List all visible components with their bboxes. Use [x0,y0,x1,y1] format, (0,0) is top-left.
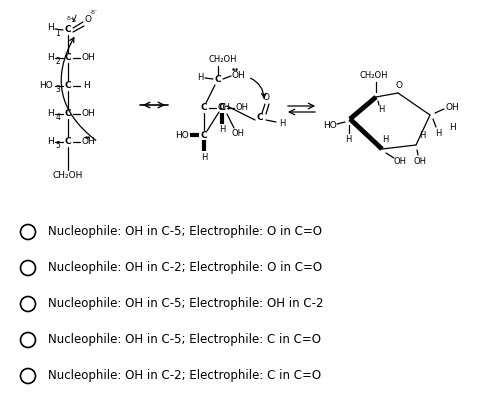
Text: C: C [257,114,264,123]
Text: 5: 5 [56,140,61,149]
Text: OH: OH [445,103,459,112]
Text: 2: 2 [56,57,61,66]
Text: ÖH: ÖH [231,70,245,79]
Text: CH₂OH: CH₂OH [53,171,83,179]
Text: OH: OH [231,129,244,138]
Text: H: H [197,72,203,81]
Text: OH: OH [236,103,248,112]
Text: Nucleophile: OH in C-5; Electrophile: C in C=O: Nucleophile: OH in C-5; Electrophile: C … [48,333,321,346]
Text: C: C [201,103,207,112]
Text: 4: 4 [56,112,61,122]
Text: OH: OH [81,109,95,118]
Text: HO: HO [323,120,337,129]
Text: H: H [279,118,285,127]
Text: 3: 3 [56,85,61,94]
Text: OH: OH [81,138,95,147]
FancyArrowPatch shape [250,78,266,98]
Text: C: C [215,76,222,85]
Text: C: C [201,131,207,140]
Text: H: H [419,131,425,140]
Text: H: H [201,153,207,162]
Text: Nucleophile: OH in C-5; Electrophile: OH in C-2: Nucleophile: OH in C-5; Electrophile: OH… [48,298,324,311]
Text: Nucleophile: OH in C-2; Electrophile: C in C=O: Nucleophile: OH in C-2; Electrophile: C … [48,370,321,383]
Text: HO: HO [39,81,53,90]
Text: H: H [219,125,225,134]
Text: HO: HO [175,131,189,140]
Text: H: H [435,129,441,138]
Text: OH: OH [81,53,95,63]
Text: δ+: δ+ [66,15,76,20]
Text: O: O [395,81,403,90]
Text: C: C [65,109,71,118]
Text: Nucleophile: OH in C-5; Electrophile: O in C=O: Nucleophile: OH in C-5; Electrophile: O … [48,225,322,239]
Text: H: H [47,24,53,33]
Text: 1: 1 [56,28,61,37]
Text: O: O [263,94,269,103]
Text: H: H [378,105,384,114]
Text: O: O [84,15,92,24]
Text: OH: OH [413,157,427,166]
Text: C: C [65,81,71,90]
Text: C: C [65,26,71,35]
Text: H: H [448,123,455,131]
Text: H: H [382,134,388,144]
Text: CH₂OH: CH₂OH [360,70,388,79]
Text: C: C [219,103,225,112]
FancyArrowPatch shape [61,37,96,140]
FancyArrowPatch shape [73,15,76,22]
Text: OH: OH [393,157,407,166]
Text: δ⁻: δ⁻ [90,9,98,15]
Text: H: H [47,53,53,63]
Text: Nucleophile: OH in C-2; Electrophile: O in C=O: Nucleophile: OH in C-2; Electrophile: O … [48,262,322,274]
Text: C: C [65,53,71,63]
Text: H: H [82,81,89,90]
Text: H: H [345,134,351,144]
Text: H: H [47,109,53,118]
Text: H: H [47,138,53,147]
Text: OH: OH [218,103,230,112]
Text: C: C [65,138,71,147]
Text: CH₂OH: CH₂OH [209,55,237,64]
